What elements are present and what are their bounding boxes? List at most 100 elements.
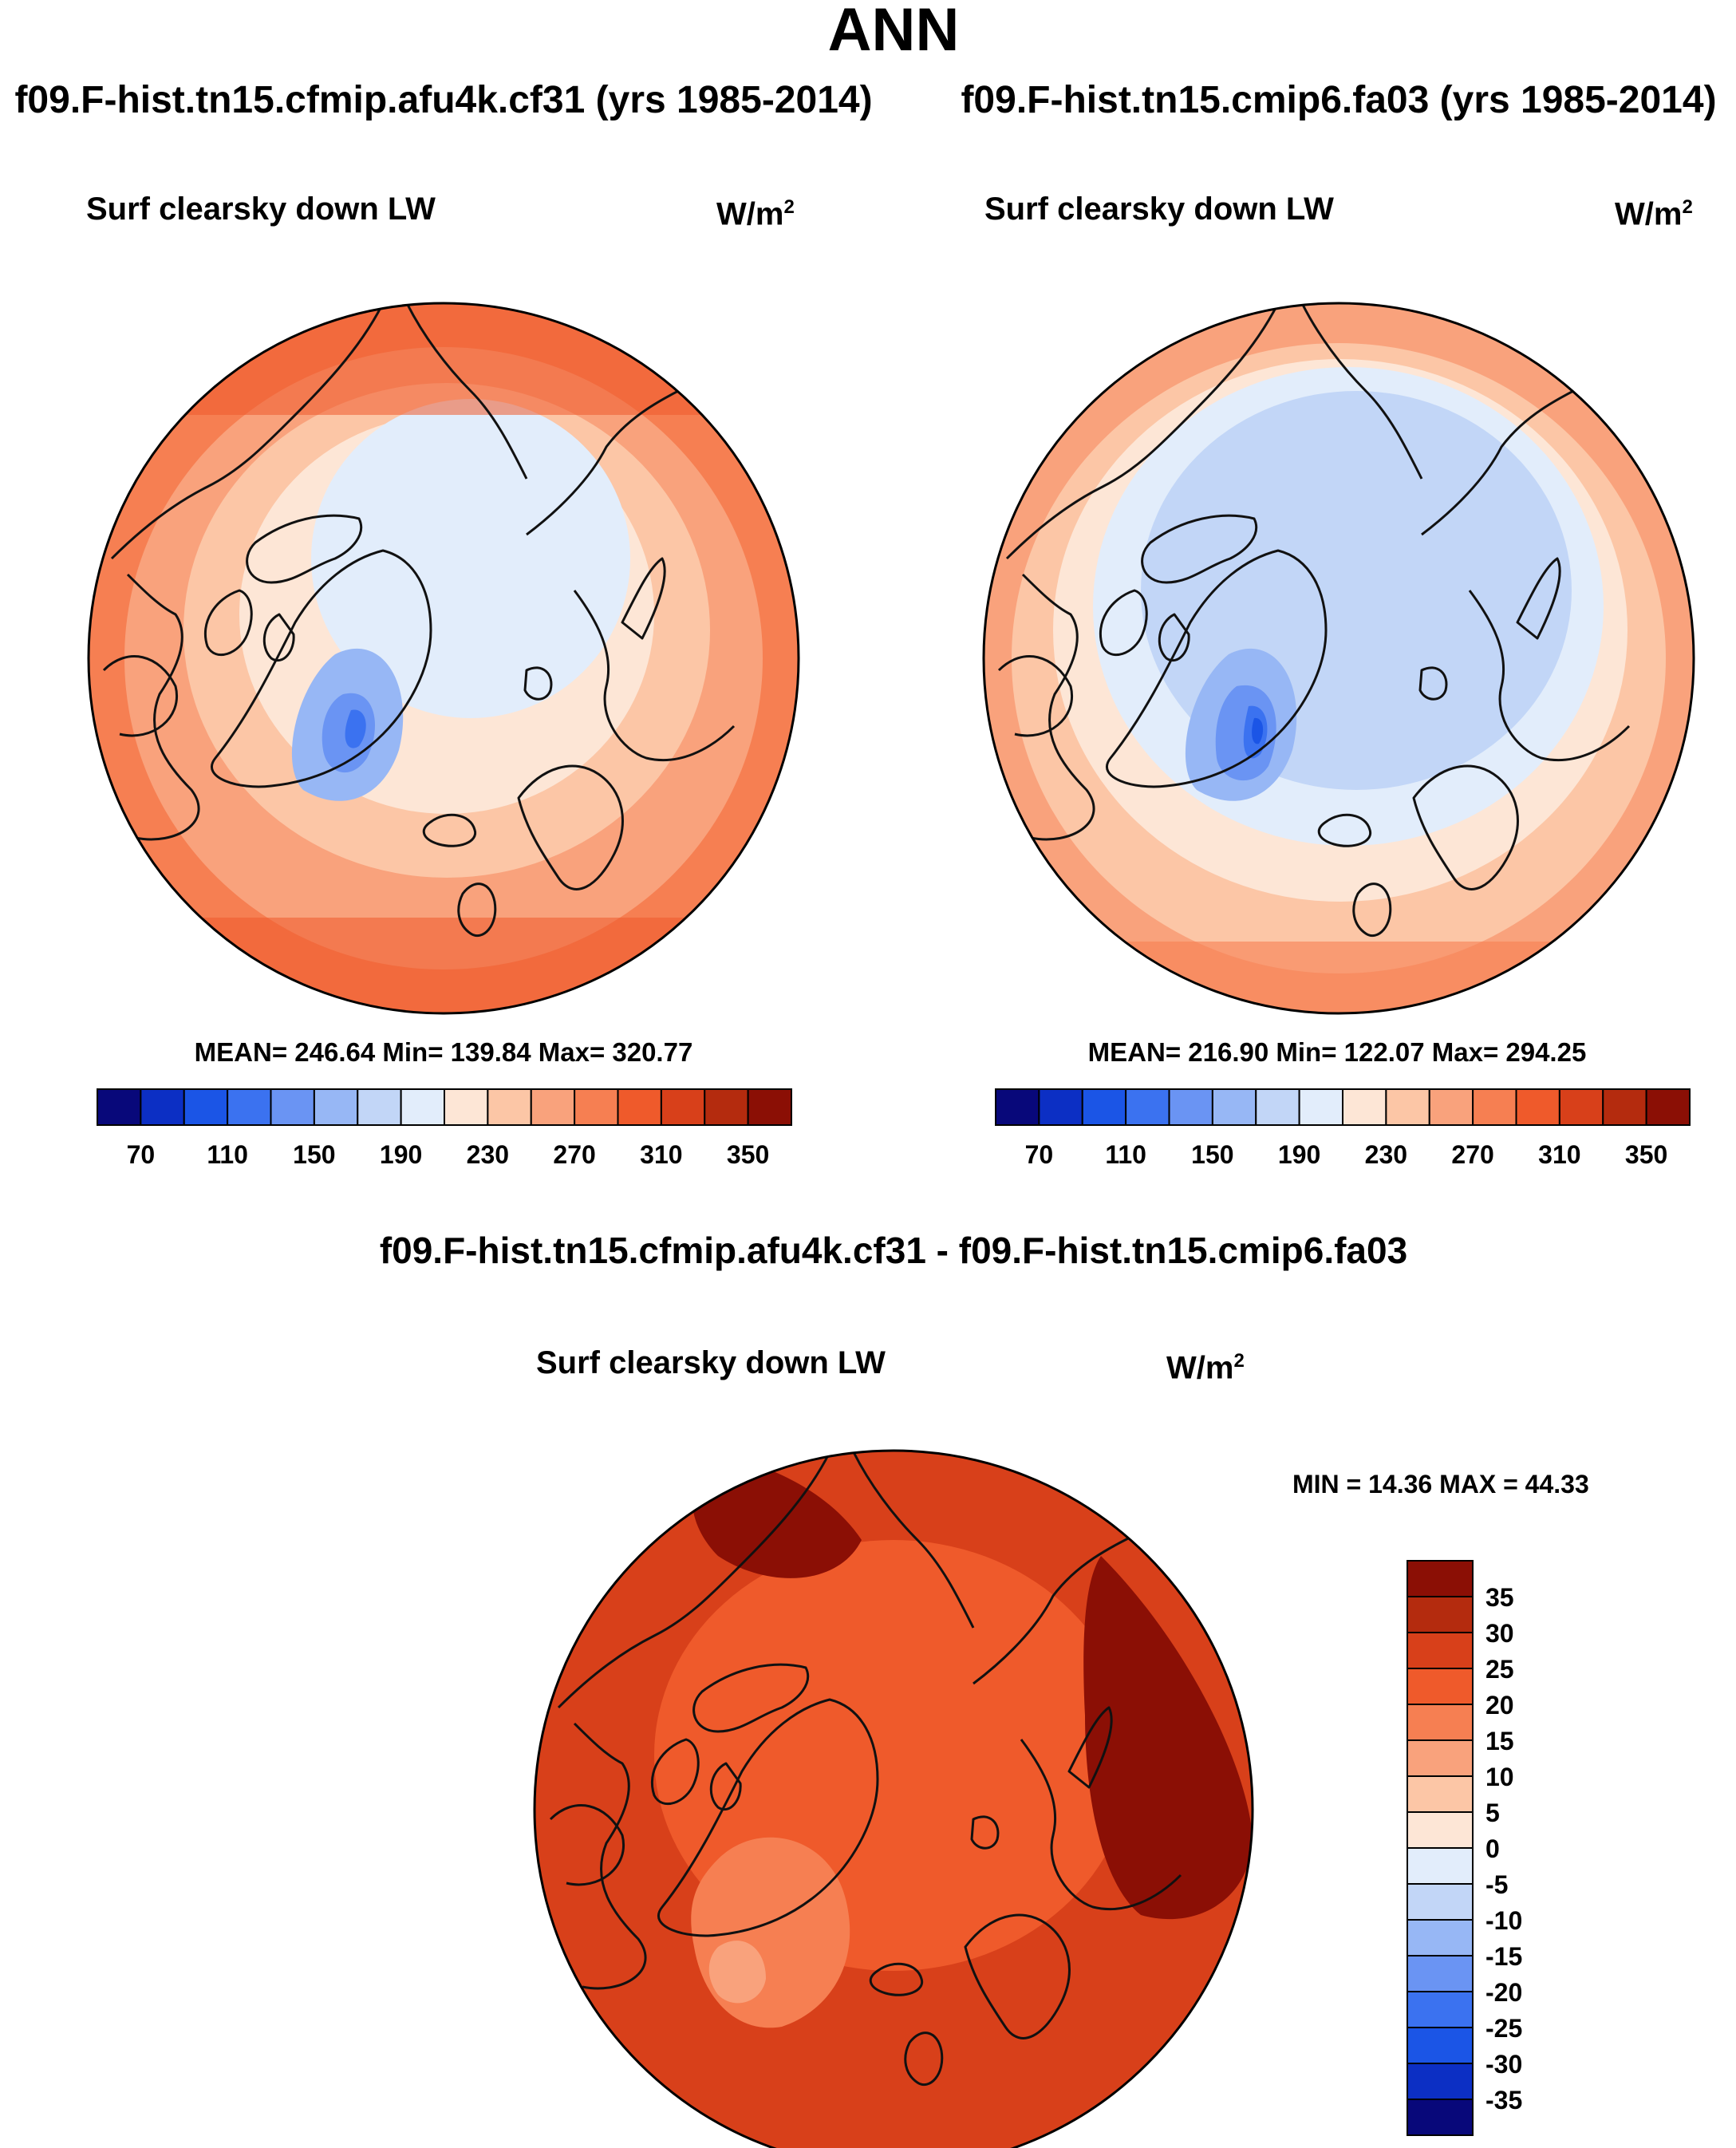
diff-units-label: W/m2 [1166,1350,1245,1386]
left-colorbar-box [487,1088,532,1126]
right-colorbar-box [1255,1088,1300,1126]
left-colorbar-box [660,1088,706,1126]
right-colorbar-box [1472,1088,1517,1126]
diff-colorbar-tick-label: -20 [1485,1978,1522,2007]
diff-colorbar-box [1407,1739,1474,1777]
diff-colorbar: 35 30 25 20 15 10 5 0 -5 -10 -15 -20 -25 -30 -35 [1407,1560,1522,2136]
left-stats: MEAN= 246.64 Min= 139.84 Max= 320.77 [194,1037,693,1067]
left-colorbar-box [227,1088,272,1126]
left-colorbar-box [313,1088,359,1126]
diff-colorbar-box [1407,1811,1474,1849]
diff-colorbar-box [1407,2063,1474,2100]
left-case-title: f09.F-hist.tn15.cfmip.afu4k.cf31 (yrs 19… [14,79,873,121]
page-title: ANN [827,0,960,64]
left-colorbar-box [140,1088,185,1126]
left-colorbar-box [574,1088,619,1126]
left-colorbar: 70 110 150 190 230 270 310 350 [97,1088,792,1169]
left-colorbar-box [270,1088,315,1126]
left-colorbar-tick-label: 350 [727,1140,769,1169]
right-map-border [982,302,1695,1015]
left-colorbar-box [704,1088,749,1126]
right-colorbar-box [995,1088,1040,1126]
left-colorbar-tick-label: 70 [127,1140,156,1169]
right-stats: MEAN= 216.90 Min= 122.07 Max= 294.25 [1087,1037,1587,1067]
right-colorbar-box [1038,1088,1083,1126]
diff-colorbar-box [1407,1704,1474,1741]
left-map-border [87,302,800,1015]
right-colorbar-tick-label: 310 [1538,1140,1580,1169]
right-colorbar-box [1428,1088,1474,1126]
right-colorbar-box [1168,1088,1213,1126]
right-colorbar-tick-label: 190 [1278,1140,1320,1169]
left-colorbar-tick-label: 270 [553,1140,595,1169]
left-colorbar-box [747,1088,792,1126]
diff-colorbar-box [1407,1775,1474,1813]
diff-colorbar-box [1407,1596,1474,1633]
right-colorbar-tick-label: 70 [1025,1140,1054,1169]
left-colorbar-tick-label: 150 [293,1140,335,1169]
left-colorbar-box [97,1088,142,1126]
diff-colorbar-tick-label: 30 [1485,1619,1514,1648]
diff-colorbar-box [1407,1955,1474,1992]
diff-map-border [533,1449,1254,2148]
left-colorbar-box [617,1088,662,1126]
right-colorbar-box [1645,1088,1691,1126]
diff-colorbar-tick-label: 25 [1485,1655,1514,1684]
diff-colorbar-tick-label: 15 [1485,1727,1514,1755]
right-colorbar-tick-label: 110 [1105,1140,1146,1169]
left-units-label: W/m2 [716,196,795,232]
diff-colorbar-box [1407,1919,1474,1956]
left-colorbar-box [530,1088,576,1126]
diff-variable-label: Surf clearsky down LW [536,1345,886,1380]
right-colorbar-tick-label: 230 [1365,1140,1407,1169]
right-colorbar: 70 110 150 190 230 270 310 350 [995,1088,1691,1169]
diff-colorbar-box [1407,2099,1474,2136]
diff-colorbar-tick-label: -25 [1485,2014,1522,2043]
right-variable-label: Surf clearsky down LW [984,192,1334,227]
left-variable-label: Surf clearsky down LW [86,192,436,227]
diff-colorbar-box [1407,1991,1474,2028]
left-map [89,303,799,1013]
right-colorbar-box [1515,1088,1560,1126]
right-colorbar-box [1298,1088,1343,1126]
diff-colorbar-tick-label: -30 [1485,2050,1522,2079]
right-colorbar-tick-label: 350 [1625,1140,1667,1169]
right-colorbar-box [1125,1088,1170,1126]
diff-case-title: f09.F-hist.tn15.cfmip.afu4k.cf31 - f09.F… [379,1230,1408,1271]
diff-colorbar-box [1407,1883,1474,1921]
diff-stats: MIN = 14.36 MAX = 44.33 [1292,1470,1589,1498]
right-colorbar-box [1385,1088,1430,1126]
diff-colorbar-tick-label: 10 [1485,1763,1514,1791]
left-colorbar-tick-label: 310 [640,1140,682,1169]
diff-colorbar-tick-label: -5 [1485,1870,1508,1899]
right-colorbar-box [1558,1088,1604,1126]
diff-colorbar-tick-label: 5 [1485,1799,1500,1827]
right-colorbar-box [1602,1088,1647,1126]
diff-colorbar-box [1407,1847,1474,1885]
diff-colorbar-box [1407,2027,1474,2064]
diff-colorbar-tick-label: -15 [1485,1942,1522,1971]
right-colorbar-tick-label: 270 [1451,1140,1493,1169]
right-colorbar-box [1081,1088,1127,1126]
right-units-label: W/m2 [1615,196,1693,232]
diff-colorbar-tick-label: 35 [1485,1583,1514,1612]
left-colorbar-box [357,1088,402,1126]
diff-colorbar-tick-label: 20 [1485,1691,1514,1720]
left-colorbar-tick-label: 230 [467,1140,509,1169]
diff-map [535,1451,1253,2148]
left-colorbar-box [183,1088,229,1126]
right-colorbar-box [1211,1088,1257,1126]
diff-colorbar-tick-label: -10 [1485,1906,1522,1935]
diff-colorbar-tick-label: -35 [1485,2086,1522,2114]
diff-colorbar-box [1407,1668,1474,1705]
right-map [984,303,1694,1013]
left-colorbar-tick-label: 110 [207,1140,248,1169]
left-colorbar-tick-label: 190 [380,1140,422,1169]
diff-colorbar-box [1407,1632,1474,1669]
left-colorbar-box [400,1088,445,1126]
right-colorbar-box [1342,1088,1387,1126]
left-colorbar-box [444,1088,489,1126]
right-case-title: f09.F-hist.tn15.cmip6.fa03 (yrs 1985-201… [961,79,1717,121]
diff-colorbar-box [1407,1560,1474,1597]
